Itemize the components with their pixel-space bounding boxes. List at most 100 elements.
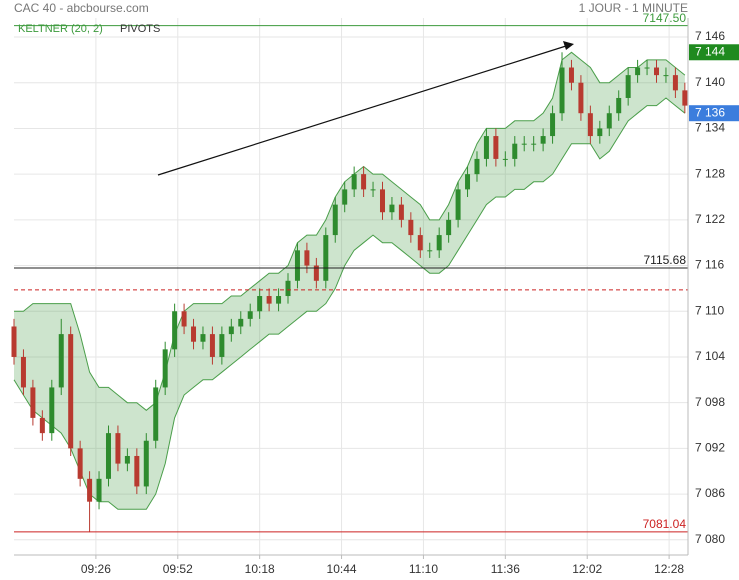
x-tick-label: 11:36 [491, 562, 520, 576]
candle-body [635, 67, 641, 76]
legend-keltner: KELTNER (20, 2) [18, 23, 103, 35]
y-tick-label: 7 092 [695, 441, 725, 455]
candle-body [124, 455, 130, 464]
candle-body [502, 158, 508, 160]
trend-arrow [157, 45, 567, 176]
candle-body [172, 311, 178, 350]
candle-body [49, 387, 55, 434]
candle-body [247, 311, 253, 319]
candle-body [521, 143, 527, 145]
chart-subtitle: 1 JOUR - 1 MINUTE [579, 1, 688, 15]
candle-body [587, 113, 593, 137]
candle-body [153, 387, 159, 441]
candle-body [389, 204, 395, 213]
candle-body [578, 82, 584, 114]
candle-body [200, 334, 206, 342]
candle-body [427, 250, 433, 252]
candle-body [313, 265, 319, 281]
candle-body [351, 174, 357, 190]
candle-body [625, 75, 631, 98]
candle-body [512, 143, 518, 159]
candle-body [39, 417, 45, 434]
candle-body [550, 113, 556, 137]
candle-body [219, 334, 225, 357]
candle-body [663, 75, 669, 77]
x-tick-label: 12:02 [572, 562, 602, 576]
x-tick-label: 09:52 [163, 562, 193, 576]
keltner-fill [14, 52, 685, 510]
candle-body [597, 128, 603, 137]
candle-body [606, 113, 612, 129]
candle-body [398, 204, 404, 220]
y-tick-label: 7 140 [695, 75, 725, 89]
candle-body [134, 455, 140, 487]
candle-body [417, 235, 423, 251]
x-tick-label: 11:10 [409, 562, 438, 576]
candle-body [493, 136, 499, 159]
candle-body [436, 235, 442, 251]
candle-body [20, 356, 26, 388]
candle-body [323, 235, 329, 281]
candle-body [446, 219, 452, 236]
y-tick-label: 7 104 [695, 349, 725, 363]
candle-body [87, 478, 93, 502]
candle-body [332, 204, 338, 236]
candle-body [209, 334, 215, 357]
candle-body [105, 433, 111, 479]
candle-body [11, 326, 17, 357]
candle-body [181, 311, 187, 327]
x-tick-label: 12:28 [654, 562, 684, 576]
level-label: 7115.68 [644, 253, 687, 267]
candle-body [238, 318, 244, 327]
price-tag-label: 7 144 [695, 44, 725, 58]
grid [14, 18, 688, 555]
candle-body [304, 250, 310, 266]
candle-body [559, 67, 565, 114]
candle-body [370, 189, 376, 191]
y-tick-label: 7 116 [695, 258, 724, 272]
candle-body [276, 296, 282, 304]
candle-body [644, 67, 650, 69]
candle-body [96, 478, 102, 502]
candle-body [483, 136, 489, 159]
price-tag [689, 105, 739, 122]
x-tick-label: 09:26 [81, 562, 111, 576]
candle-body [379, 189, 385, 213]
candle-body [616, 97, 622, 114]
price-tag-label: 7 136 [695, 105, 725, 119]
keltner-band [13, 51, 686, 510]
candle-body [682, 90, 688, 106]
candle-body [68, 334, 74, 449]
candle-body [654, 67, 660, 76]
keltner-lower [13, 97, 686, 510]
y-tick-label: 7 134 [695, 121, 725, 135]
x-tick-label: 10:44 [327, 562, 357, 576]
y-tick-label: 7 080 [695, 532, 725, 546]
y-tick-label: 7 098 [695, 395, 725, 409]
y-tick-label: 7 128 [695, 166, 725, 180]
candle-body [465, 174, 471, 190]
y-tick-label: 7 146 [695, 29, 725, 43]
candle-body [191, 326, 197, 342]
y-tick-label: 7 110 [695, 303, 724, 317]
candle-body [474, 158, 480, 175]
candle-body [257, 296, 263, 312]
candle-body [342, 189, 348, 205]
candle-body [294, 250, 300, 281]
candle-body [568, 67, 574, 83]
candle-body [361, 174, 367, 190]
candle-body [115, 433, 121, 464]
candle-body [531, 143, 537, 145]
candle-body [77, 448, 83, 479]
candle-body [228, 326, 234, 335]
price-tag [689, 44, 739, 61]
y-tick-label: 7 122 [695, 212, 725, 226]
level-label: 7147.50 [643, 11, 687, 25]
candle-body [162, 349, 168, 388]
y-tick-label: 7 086 [695, 486, 725, 500]
legend-pivots: PIVOTS [120, 23, 160, 35]
keltner-upper [14, 51, 686, 411]
level-label: 7081.04 [643, 517, 687, 531]
candle-body [455, 189, 461, 220]
candle-body [266, 296, 272, 304]
